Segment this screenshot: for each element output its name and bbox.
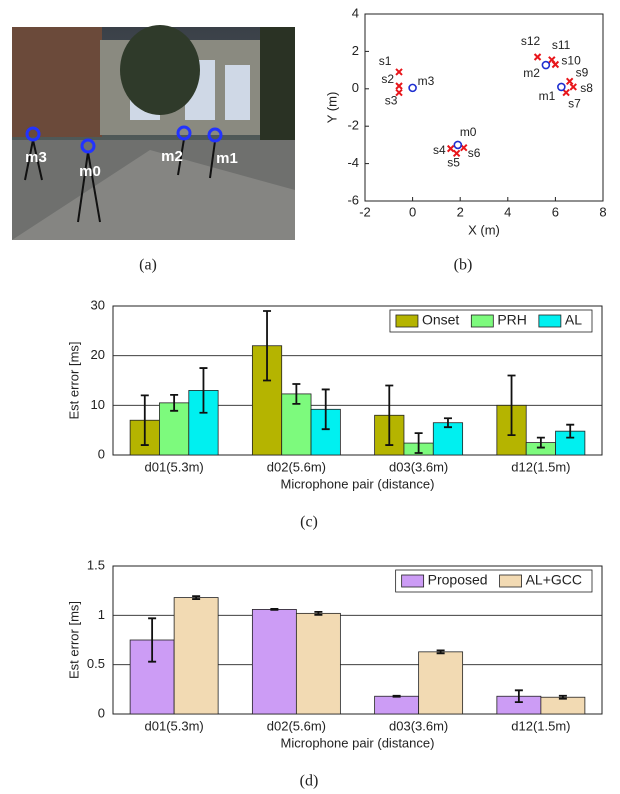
- x-tick-label: d03(3.6m): [389, 718, 448, 733]
- caption: (b): [454, 257, 473, 274]
- legend-swatch: [500, 575, 522, 587]
- legend-label: AL+GCC: [526, 572, 582, 588]
- x-tick-label: d01(5.3m): [145, 718, 204, 733]
- legend-swatch: [402, 575, 424, 587]
- x-tick-label: d01(5.3m): [145, 459, 204, 474]
- y-tick-label: 1.5: [87, 557, 105, 572]
- y-tick-label: 0: [98, 705, 105, 720]
- y-tick-label: 30: [91, 297, 105, 312]
- error-bar: [393, 696, 401, 697]
- y-tick-label: 1: [98, 607, 105, 622]
- photo-label: m0: [79, 163, 101, 180]
- y-tick-label: -4: [347, 155, 359, 170]
- point: [549, 57, 555, 63]
- legend-label: AL: [565, 312, 582, 328]
- point-label: s10: [561, 54, 581, 68]
- y-tick-label: -2: [347, 118, 359, 133]
- legend-swatch: [471, 315, 493, 327]
- point-label: s5: [447, 155, 460, 169]
- y-tick-label: 2: [352, 43, 359, 58]
- x-axis-label: Microphone pair (distance): [281, 735, 435, 750]
- point: [396, 83, 402, 89]
- y-axis-label: Y (m): [324, 92, 339, 124]
- caption: (d): [300, 773, 319, 790]
- x-tick-label: d03(3.6m): [389, 459, 448, 474]
- point: [558, 83, 565, 90]
- point-label: s11: [552, 38, 571, 52]
- x-axis-label: Microphone pair (distance): [281, 476, 435, 491]
- y-tick-label: 20: [91, 347, 105, 362]
- y-tick-label: 10: [91, 397, 105, 412]
- y-tick-label: -6: [347, 192, 359, 207]
- x-tick-label: d12(1.5m): [511, 459, 570, 474]
- x-tick-label: 8: [599, 204, 606, 219]
- x-tick-label: d02(5.6m): [267, 459, 326, 474]
- photo-label: m1: [216, 150, 238, 167]
- point: [567, 78, 573, 84]
- x-tick-label: 2: [457, 204, 464, 219]
- x-tick-label: 6: [552, 204, 559, 219]
- point-label: m1: [539, 89, 556, 103]
- y-tick-label: 0: [352, 80, 359, 95]
- bar: [174, 598, 218, 714]
- point-label: s1: [379, 54, 392, 68]
- y-tick-label: 0: [98, 446, 105, 461]
- point-label: s3: [385, 94, 398, 108]
- point: [396, 69, 402, 75]
- point-label: m0: [460, 125, 477, 139]
- photo-label: m3: [25, 149, 47, 166]
- error-bar: [270, 609, 278, 610]
- bar: [375, 696, 419, 714]
- caption: (c): [300, 514, 318, 531]
- legend: Proposed AL+GCC: [396, 570, 592, 592]
- point: [535, 54, 541, 60]
- x-tick-label: 0: [409, 204, 416, 219]
- photo: m3 m0 m2 m1: [12, 25, 295, 240]
- point: [448, 146, 454, 152]
- bar: [296, 613, 340, 714]
- y-tick-label: 0.5: [87, 656, 105, 671]
- point: [454, 141, 461, 148]
- y-axis-label: Est error [ms]: [66, 341, 81, 419]
- x-tick-label: 4: [504, 204, 511, 219]
- bar: [252, 609, 296, 714]
- legend-label: PRH: [497, 312, 527, 328]
- point: [542, 62, 549, 69]
- bar: [419, 652, 463, 714]
- figure: m3 m0 m2 m1 (a) (b) (c) (d) -2 0 2 4 6 8 -6 -4 -…: [0, 0, 620, 794]
- point-label: s8: [580, 81, 593, 95]
- legend-swatch: [539, 315, 561, 327]
- point-label: s12: [521, 34, 541, 48]
- point-label: s4: [433, 143, 446, 157]
- y-axis-label: Est error [ms]: [66, 601, 81, 679]
- point-label: s2: [381, 72, 394, 86]
- point-label: m3: [418, 74, 435, 88]
- point-label: m2: [523, 66, 540, 80]
- x-tick-label: -2: [359, 204, 371, 219]
- legend-label: Onset: [422, 312, 459, 328]
- legend: Onset PRH AL: [390, 310, 592, 332]
- caption: (a): [139, 257, 157, 274]
- point: [563, 90, 569, 96]
- x-tick-label: d02(5.6m): [267, 718, 326, 733]
- legend-label: Proposed: [428, 572, 488, 588]
- bar: [541, 697, 585, 714]
- point: [409, 84, 416, 91]
- point-label: s6: [468, 146, 481, 160]
- x-axis-label: X (m): [468, 222, 500, 237]
- point: [570, 84, 576, 90]
- x-tick-label: d12(1.5m): [511, 718, 570, 733]
- photo-label: m2: [161, 148, 183, 165]
- legend-swatch: [396, 315, 418, 327]
- y-tick-label: 4: [352, 5, 359, 20]
- point-label: s7: [568, 97, 581, 111]
